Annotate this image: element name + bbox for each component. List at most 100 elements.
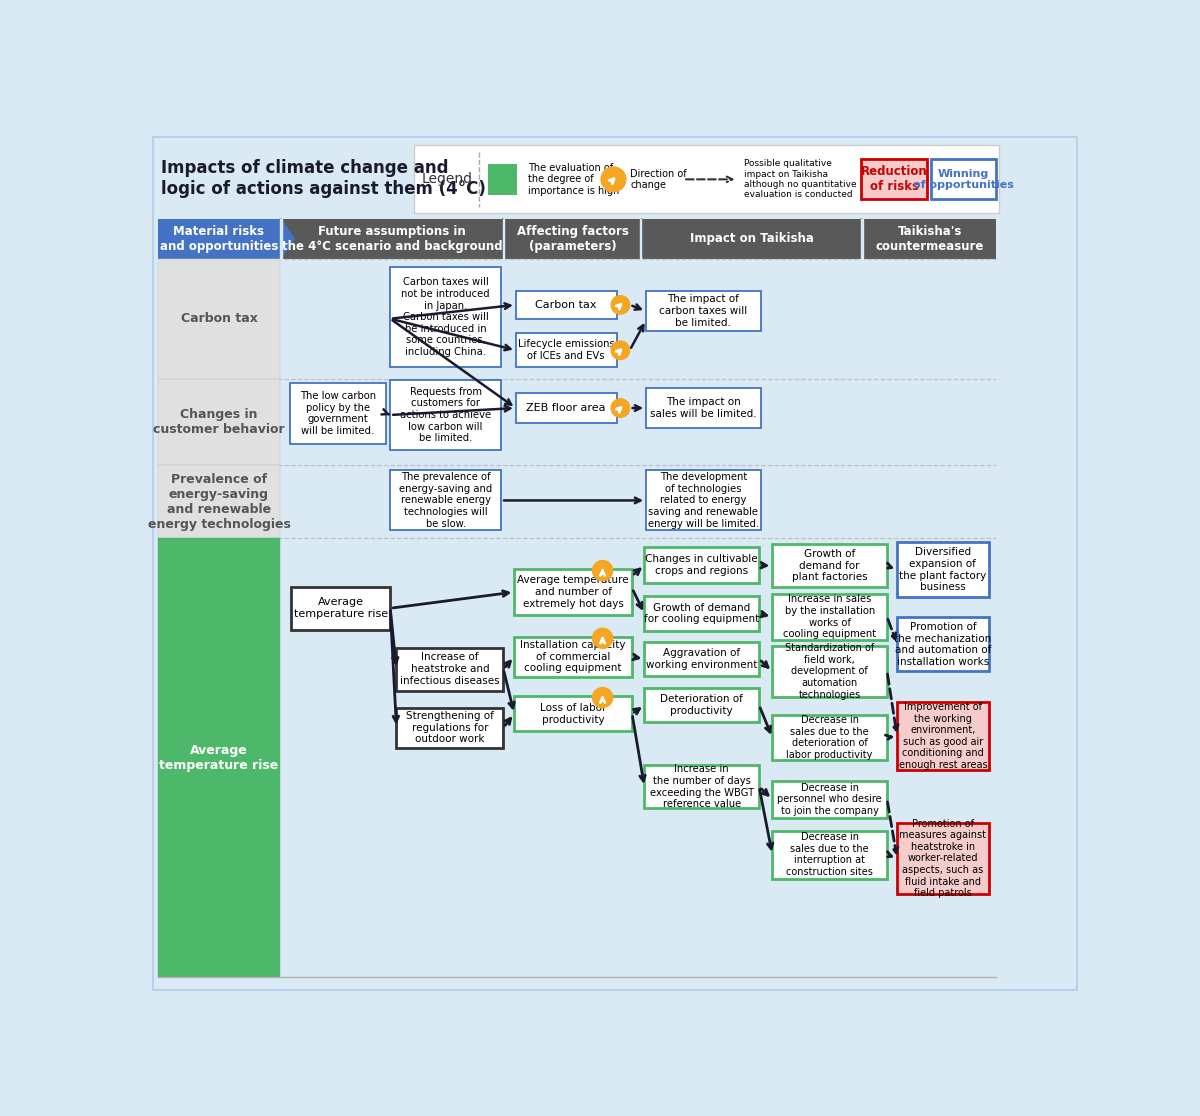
Text: The prevalence of
energy-saving and
renewable energy
technologies will
be slow.: The prevalence of energy-saving and rene…	[400, 472, 492, 529]
FancyBboxPatch shape	[157, 259, 281, 378]
Text: Changes in cultivable
crops and regions: Changes in cultivable crops and regions	[646, 555, 758, 576]
FancyBboxPatch shape	[644, 642, 760, 676]
Text: Improvement of
the working
environment,
such as good air
conditioning and
enough: Improvement of the working environment, …	[899, 702, 988, 770]
Text: The impact on
sales will be limited.: The impact on sales will be limited.	[650, 397, 757, 418]
Polygon shape	[862, 219, 876, 259]
FancyBboxPatch shape	[646, 291, 761, 331]
FancyBboxPatch shape	[773, 781, 887, 818]
FancyBboxPatch shape	[157, 538, 281, 978]
Text: Direction of
change: Direction of change	[630, 169, 688, 190]
Circle shape	[593, 560, 613, 580]
Text: Material risks
and opportunities: Material risks and opportunities	[160, 224, 278, 252]
Text: Impact on Taikisha: Impact on Taikisha	[690, 232, 814, 246]
FancyBboxPatch shape	[773, 646, 887, 696]
Text: Increase in
the number of days
exceeding the WBGT
reference value: Increase in the number of days exceeding…	[649, 764, 754, 809]
FancyBboxPatch shape	[414, 145, 998, 213]
FancyBboxPatch shape	[515, 696, 632, 731]
FancyBboxPatch shape	[390, 381, 502, 450]
FancyBboxPatch shape	[516, 291, 617, 319]
Circle shape	[611, 296, 630, 314]
Text: The development
of technologies
related to energy
saving and renewable
energy wi: The development of technologies related …	[648, 472, 758, 529]
FancyBboxPatch shape	[773, 545, 887, 587]
FancyBboxPatch shape	[863, 219, 996, 259]
Polygon shape	[503, 219, 516, 259]
Text: Average
temperature rise: Average temperature rise	[160, 743, 278, 771]
FancyBboxPatch shape	[644, 766, 760, 808]
Text: Possible qualitative
impact on Taikisha
although no quantitative
evaluation is c: Possible qualitative impact on Taikisha …	[744, 160, 857, 200]
FancyBboxPatch shape	[898, 824, 989, 894]
Text: Carbon taxes will
not be introduced
in Japan.
Carbon taxes will
be introduced in: Carbon taxes will not be introduced in J…	[401, 278, 490, 357]
FancyBboxPatch shape	[504, 219, 641, 259]
Text: Prevalence of
energy-saving
and renewable
energy technologies: Prevalence of energy-saving and renewabl…	[148, 472, 290, 530]
FancyBboxPatch shape	[516, 334, 617, 367]
FancyBboxPatch shape	[644, 548, 760, 583]
Polygon shape	[503, 219, 504, 259]
FancyBboxPatch shape	[898, 702, 989, 770]
Text: Deterioration of
productivity: Deterioration of productivity	[660, 694, 743, 716]
Text: Legend: Legend	[421, 172, 473, 186]
Polygon shape	[641, 219, 655, 259]
Text: Promotion of
measures against
heatstroke in
worker-related
aspects, such as
flui: Promotion of measures against heatstroke…	[899, 819, 986, 898]
FancyBboxPatch shape	[862, 160, 926, 200]
FancyBboxPatch shape	[157, 378, 281, 465]
FancyBboxPatch shape	[516, 393, 617, 423]
Text: Loss of labor
productivity: Loss of labor productivity	[540, 703, 606, 724]
Text: The evaluation of
the degree of
importance is high: The evaluation of the degree of importan…	[528, 163, 619, 196]
Polygon shape	[862, 219, 863, 259]
FancyBboxPatch shape	[644, 689, 760, 722]
FancyBboxPatch shape	[644, 596, 760, 632]
Text: Decrease in
sales due to the
interruption at
construction sites: Decrease in sales due to the interruptio…	[786, 833, 874, 877]
Text: Growth of demand
for cooling equipment: Growth of demand for cooling equipment	[644, 603, 760, 625]
Text: Growth of
demand for
plant factories: Growth of demand for plant factories	[792, 549, 868, 583]
Text: Impacts of climate change and
logic of actions against them (4°C): Impacts of climate change and logic of a…	[161, 160, 486, 198]
Text: Installation capacity
of commercial
cooling equipment: Installation capacity of commercial cool…	[521, 641, 626, 673]
FancyBboxPatch shape	[931, 160, 996, 200]
Circle shape	[593, 687, 613, 708]
FancyBboxPatch shape	[773, 594, 887, 639]
FancyBboxPatch shape	[646, 471, 761, 530]
Text: ZEB floor area: ZEB floor area	[527, 403, 606, 413]
Text: Decrease in
sales due to the
deterioration of
labor productivity: Decrease in sales due to the deteriorati…	[786, 715, 872, 760]
FancyBboxPatch shape	[643, 219, 862, 259]
FancyBboxPatch shape	[773, 715, 887, 760]
Text: Taikisha's
countermeasure: Taikisha's countermeasure	[876, 224, 984, 252]
Circle shape	[611, 398, 630, 417]
Circle shape	[611, 341, 630, 359]
Text: Lifecycle emissions
of ICEs and EVs: Lifecycle emissions of ICEs and EVs	[518, 339, 614, 362]
Text: Diversified
expansion of
the plant factory
business: Diversified expansion of the plant facto…	[899, 547, 986, 593]
FancyBboxPatch shape	[157, 219, 281, 259]
Text: Carbon tax: Carbon tax	[535, 300, 596, 310]
Text: Affecting factors
(parameters): Affecting factors (parameters)	[517, 224, 629, 252]
Text: Winning
of opportunities: Winning of opportunities	[913, 169, 1014, 190]
Polygon shape	[640, 219, 641, 259]
Text: Increase of
heatstroke and
infectious diseases: Increase of heatstroke and infectious di…	[400, 653, 499, 685]
Text: Average
temperature rise: Average temperature rise	[294, 597, 388, 619]
Text: Promotion of
the mechanization
and automation of
installation works: Promotion of the mechanization and autom…	[894, 622, 991, 667]
Polygon shape	[281, 219, 294, 259]
FancyBboxPatch shape	[515, 569, 632, 615]
FancyBboxPatch shape	[396, 708, 504, 748]
FancyBboxPatch shape	[390, 267, 502, 367]
Text: Increase in sales
by the installation
works of
cooling equipment: Increase in sales by the installation wo…	[784, 595, 876, 639]
FancyBboxPatch shape	[488, 164, 517, 195]
Circle shape	[593, 628, 613, 648]
FancyBboxPatch shape	[282, 219, 503, 259]
Text: Requests from
customers for
actions to achieve
low carbon will
be limited.: Requests from customers for actions to a…	[400, 387, 491, 443]
Text: Strengthening of
regulations for
outdoor work: Strengthening of regulations for outdoor…	[406, 711, 494, 744]
Text: The impact of
carbon taxes will
be limited.: The impact of carbon taxes will be limit…	[659, 295, 748, 328]
FancyBboxPatch shape	[898, 542, 989, 597]
Polygon shape	[281, 219, 282, 259]
FancyBboxPatch shape	[646, 388, 761, 429]
FancyBboxPatch shape	[515, 637, 632, 676]
FancyBboxPatch shape	[396, 647, 504, 691]
FancyBboxPatch shape	[157, 465, 281, 538]
FancyBboxPatch shape	[292, 587, 390, 629]
Text: Decrease in
personnel who desire
to join the company: Decrease in personnel who desire to join…	[778, 782, 882, 816]
Circle shape	[601, 167, 626, 192]
FancyBboxPatch shape	[898, 617, 989, 672]
Text: Aggravation of
working environment: Aggravation of working environment	[646, 648, 757, 670]
FancyBboxPatch shape	[390, 471, 502, 530]
Text: Changes in
customer behavior: Changes in customer behavior	[154, 408, 284, 436]
Text: Carbon tax: Carbon tax	[180, 312, 258, 325]
FancyBboxPatch shape	[773, 830, 887, 878]
